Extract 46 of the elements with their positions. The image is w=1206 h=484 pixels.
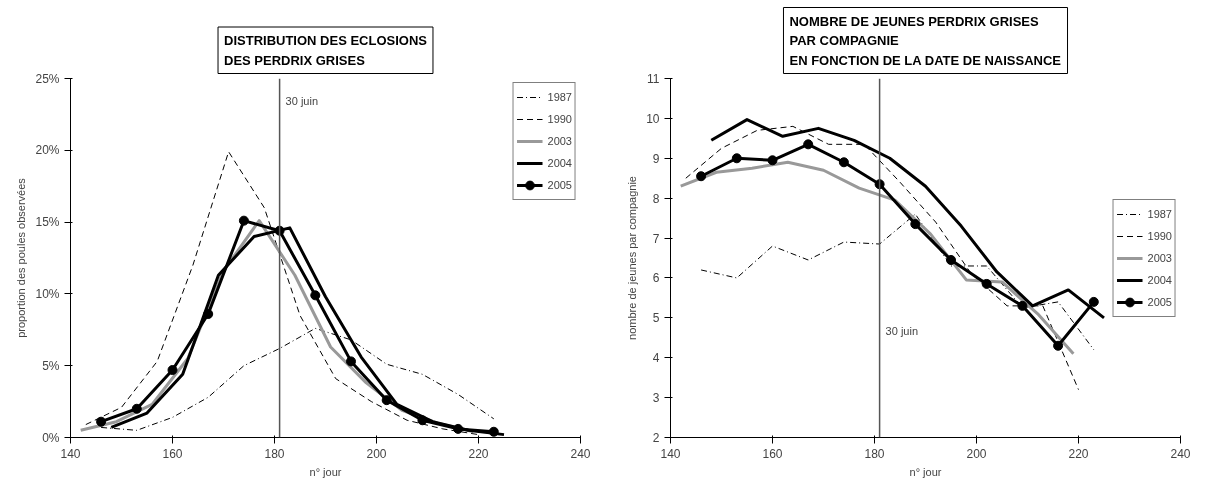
- x-tick-label: 140: [60, 446, 81, 461]
- y-tick-label: 25%: [35, 71, 60, 86]
- x-axis-title: n° jour: [909, 465, 942, 478]
- y-tick-label: 2: [652, 431, 660, 445]
- x-tick-label: 200: [366, 446, 387, 461]
- x-tick-label: 160: [762, 446, 783, 461]
- chart-title: DISTRIBUTION DES ECLOSIONS DES PERDRIX GRISES: [224, 33, 428, 68]
- legend-label: 2005: [1147, 294, 1172, 310]
- x-tick-label: 240: [1170, 446, 1191, 461]
- y-tick-label: 11: [647, 72, 660, 86]
- legend-label: 2004: [1147, 272, 1172, 288]
- y-tick-label: 10%: [35, 286, 60, 301]
- y-tick-label: 9: [652, 151, 660, 166]
- x-tick-label: 200: [966, 446, 987, 461]
- y-axis-title: nombre de jeunes par compagnie: [626, 176, 639, 340]
- ref-line-label: 30 juin: [285, 95, 319, 108]
- x-axis-title: n° jour: [309, 465, 342, 478]
- y-tick-label: 8: [652, 191, 660, 206]
- y-tick-label: 10: [646, 111, 660, 126]
- x-tick-label: 220: [1068, 446, 1089, 461]
- x-tick-label: 180: [264, 446, 285, 461]
- x-tick-label: 220: [468, 446, 489, 461]
- y-tick-label: 5: [652, 311, 660, 326]
- ref-line-label: 30 juin: [885, 324, 919, 337]
- x-tick-label: 160: [162, 446, 183, 461]
- legend-label: 2003: [547, 134, 572, 149]
- y-tick-label: 15%: [35, 215, 60, 230]
- legend-label: 2004: [547, 156, 572, 171]
- y-tick-label: 7: [652, 231, 660, 246]
- legend-label: 1990: [547, 112, 572, 127]
- y-tick-label: 4: [652, 351, 660, 366]
- x-tick-label: 140: [660, 446, 681, 461]
- legend-label: 1990: [1147, 228, 1172, 244]
- y-tick-label: 0%: [42, 430, 60, 445]
- y-tick-label: 5%: [42, 358, 60, 373]
- x-tick-label: 240: [570, 446, 591, 461]
- legend-label: 2003: [1147, 250, 1172, 266]
- legend-label: 1987: [547, 90, 572, 105]
- legend-label: 1987: [1147, 206, 1172, 222]
- y-tick-label: 6: [652, 271, 660, 286]
- y-tick-label: 3: [652, 391, 660, 406]
- legend-label: 2005: [547, 178, 572, 193]
- y-tick-label: 20%: [35, 143, 60, 158]
- chart-title: NOMBRE DE JEUNES PERDRIX GRISES PAR COMPAGNIE EN FONCTION DE LA DATE DE NAISSANCE: [789, 13, 1062, 68]
- x-tick-label: 180: [864, 446, 885, 461]
- y-axis-title: proportion des poules observées: [15, 177, 28, 338]
